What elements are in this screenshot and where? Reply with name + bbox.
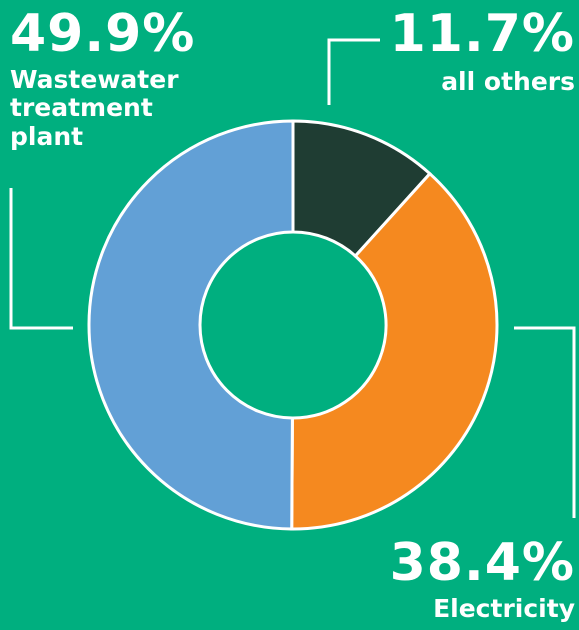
leader-line-wastewater [9,188,73,330]
donut-slices [87,119,499,531]
value-label-all-others: 11.7% [389,4,575,64]
category-label-electricity: Electricity [433,594,575,623]
slice-wastewater-treatment-plant [87,119,295,531]
value-label-electricity: 38.4% [389,533,575,593]
category-label-wastewater: Wastewater treatment plant [10,65,179,151]
value-label-wastewater: 49.9% [10,4,196,64]
leader-lines [9,38,576,518]
category-label-all-others: all others [441,67,575,96]
leader-line-electricity [514,326,576,518]
slice-electricity [290,171,499,531]
callout-all-others: 11.7% all others [390,8,575,96]
callout-wastewater: 49.9% Wastewater treatment plant [10,8,195,151]
callout-electricity: 38.4% Electricity [390,537,575,623]
leader-line-all-others [327,38,380,105]
